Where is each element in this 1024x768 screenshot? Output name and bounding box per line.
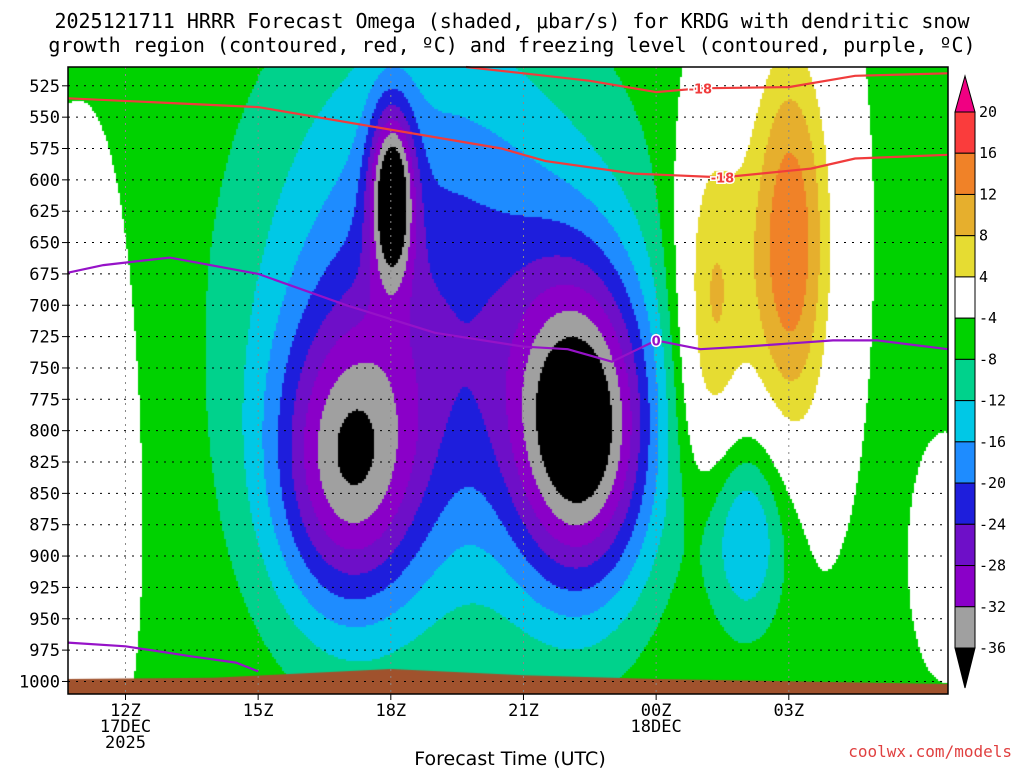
- colorbar-label: -8: [979, 350, 997, 368]
- y-tick-label: 950: [29, 610, 60, 630]
- y-tick-label: 550: [29, 108, 60, 128]
- y-tick-label: 725: [29, 328, 60, 348]
- x-tick-label: 00Z: [641, 701, 672, 721]
- colorbar-label: 4: [979, 268, 988, 286]
- colorbar-segment: [954, 152, 976, 195]
- dgz-contour-label: -18: [711, 171, 735, 186]
- x-tick-label: 03Z: [773, 701, 804, 721]
- plot-area: -18 -18 0: [67, 65, 949, 695]
- y-tick-label: 700: [29, 296, 60, 316]
- colorbar-label: -24: [979, 515, 1006, 533]
- x-axis-label: Forecast Time (UTC): [414, 748, 605, 768]
- colorbar-bottom-arrow: [954, 647, 976, 689]
- dgz-contour: [465, 65, 949, 94]
- y-tick-label: 900: [29, 547, 60, 567]
- y-tick-label: 850: [29, 484, 60, 504]
- colorbar-top-arrow: [954, 74, 976, 113]
- colorbar-segment: [954, 317, 976, 360]
- y-tick-label: 925: [29, 578, 60, 598]
- y-tick-label: 575: [29, 140, 60, 160]
- colorbar-label: -16: [979, 433, 1006, 451]
- y-axis-ticks: 525 550 575 600 625 650 675 700 725 750 775 800 825 8…: [19, 77, 68, 692]
- colorbar-segment: [954, 193, 976, 237]
- omega-shading-canvas: [68, 67, 948, 694]
- x-tick-label: 15Z: [243, 701, 274, 721]
- colorbar-label: -20: [979, 474, 1006, 492]
- colorbar-segment: [954, 523, 976, 567]
- omega-shading-container: [68, 67, 948, 694]
- freezing-level-contour: [67, 641, 259, 673]
- colorbar-segment: [954, 235, 976, 278]
- plot-frame: [67, 66, 949, 695]
- chart-title-line-2: growth region (contoured, red, ºC) and f…: [48, 33, 975, 57]
- dgz-contour-label: -18: [689, 82, 713, 97]
- freezing-level-contour: [67, 256, 949, 363]
- y-tick-label: 825: [29, 453, 60, 473]
- x-tick-label: 17DEC: [100, 717, 151, 737]
- x-tick-label: 2025: [105, 733, 146, 753]
- y-tick-label: 800: [29, 422, 60, 442]
- x-tick-label: 18Z: [375, 701, 406, 721]
- x-tick-label: 21Z: [508, 701, 539, 721]
- colorbar-segment: [954, 441, 976, 484]
- colorbar-segment: [954, 111, 976, 154]
- colorbar: 20 16 12 8 4 -4 -8 -12 -16 -20 -24 -28 -32 -36: [954, 74, 1006, 689]
- colorbar-label: 16: [979, 144, 997, 162]
- y-tick-label: 875: [29, 516, 60, 536]
- colorbar-label: -32: [979, 598, 1006, 616]
- colorbar-segment: [954, 358, 976, 402]
- y-tick-label: 975: [29, 641, 60, 661]
- y-tick-label: 1000: [19, 672, 60, 692]
- credit-text: coolwx.com/models: [848, 742, 1012, 761]
- x-tick-label: 12Z: [110, 701, 141, 721]
- colorbar-label: -12: [979, 392, 1006, 410]
- colorbar-segment: [954, 400, 976, 443]
- y-tick-label: 600: [29, 171, 60, 191]
- x-tick-label: 18DEC: [631, 717, 682, 737]
- colorbar-label: -4: [979, 309, 997, 327]
- y-tick-label: 650: [29, 234, 60, 254]
- y-tick-label: 675: [29, 265, 60, 285]
- colorbar-label: 20: [979, 103, 997, 121]
- freezing-level-contour-label: 0: [652, 334, 661, 349]
- y-tick-label: 775: [29, 390, 60, 410]
- colorbar-label: -28: [979, 557, 1006, 575]
- dgz-contour: [67, 97, 949, 179]
- y-tick-label: 625: [29, 202, 60, 222]
- colorbar-label: -36: [979, 639, 1006, 657]
- y-tick-label: 750: [29, 359, 60, 379]
- colorbar-segment: [954, 606, 976, 649]
- contour-layer: -18 -18 0: [67, 65, 949, 673]
- colorbar-segment: [954, 276, 976, 319]
- colorbar-label: 12: [979, 185, 997, 203]
- colorbar-segment: [954, 482, 976, 525]
- colorbar-segment: [954, 565, 976, 608]
- chart-title-line-1: 2025121711 HRRR Forecast Omega (shaded, …: [54, 9, 970, 33]
- y-tick-label: 525: [29, 77, 60, 97]
- colorbar-label: 8: [979, 227, 988, 245]
- grid-layer: [68, 67, 948, 694]
